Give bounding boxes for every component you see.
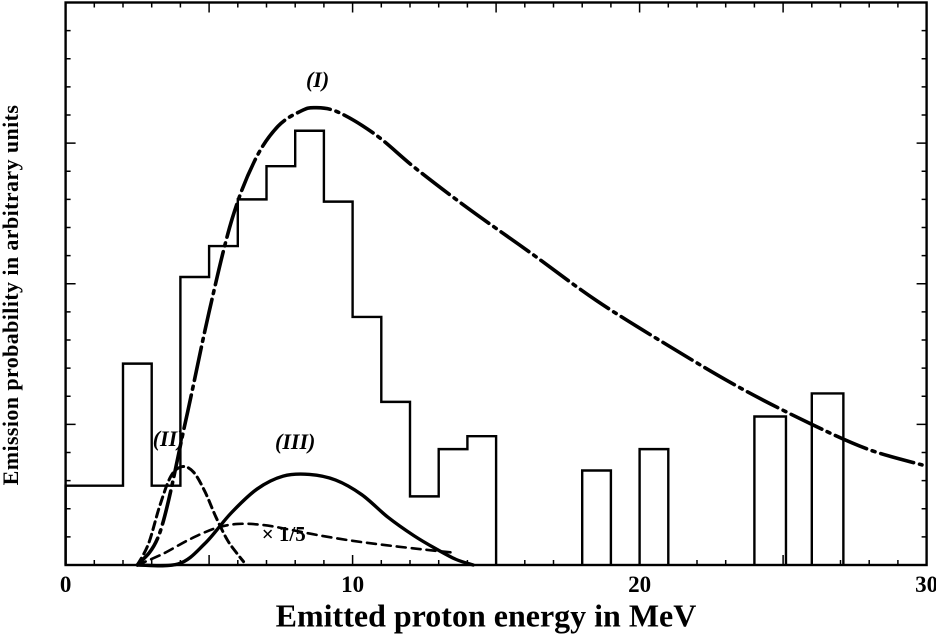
- svg-text:20: 20: [628, 572, 651, 597]
- svg-text:(III): (III): [275, 429, 315, 454]
- svg-text:× 1/5: × 1/5: [262, 522, 306, 546]
- svg-text:0: 0: [60, 572, 72, 597]
- svg-text:(I): (I): [306, 67, 329, 92]
- svg-text:(II): (II): [153, 426, 185, 451]
- svg-text:30: 30: [915, 572, 936, 597]
- svg-text:10: 10: [341, 572, 364, 597]
